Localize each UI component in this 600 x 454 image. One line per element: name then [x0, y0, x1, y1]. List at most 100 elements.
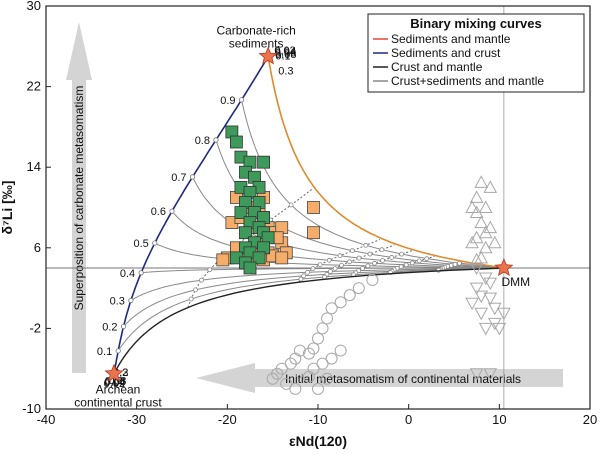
sc-marker: [115, 348, 121, 354]
open-triangle-down-point: [483, 292, 498, 306]
sc-marker: [169, 208, 175, 214]
sed-crust-fraction-label: 0.7: [171, 172, 186, 184]
y-axis-title: δ⁷Li [‰]: [0, 181, 15, 235]
crust-label-line1: Archean: [96, 383, 141, 397]
x-tick-label: -40: [37, 412, 56, 427]
dmm-star: [494, 257, 514, 277]
sed-mantle-fraction-label: 0.02: [274, 45, 295, 57]
node-marker: [403, 262, 409, 268]
open-circle-point: [334, 296, 347, 309]
open-triangle-up-point: [474, 215, 489, 229]
node-marker: [389, 255, 395, 260]
open-circle-point: [307, 362, 320, 375]
y-tick-label: 22: [27, 79, 41, 94]
sed-crust-fraction-label: 0.9: [220, 95, 235, 107]
open-triangle-down-point: [474, 290, 489, 304]
mixing-line-2: [192, 176, 504, 269]
legend-entry-label: Crust and mantle: [391, 60, 483, 74]
node-marker: [380, 258, 385, 263]
node-marker: [310, 266, 316, 271]
open-circle-point: [266, 372, 279, 385]
crust-label-line2: continental crust: [74, 396, 162, 410]
open-circle-point: [343, 289, 356, 302]
open-triangle-down-point: [469, 368, 484, 381]
node-marker: [356, 255, 362, 261]
orange-square-point: [307, 226, 320, 240]
node-marker: [363, 242, 369, 248]
sc-marker: [213, 137, 219, 143]
x-tick-label: -30: [127, 412, 146, 427]
sc-marker: [238, 97, 245, 103]
node-marker: [305, 269, 310, 275]
node-marker: [327, 269, 333, 274]
open-triangle-up-point: [469, 190, 484, 203]
legend-entry-label: Crust+sediments and mantle: [391, 74, 544, 88]
mixing-line-4: [154, 242, 504, 269]
node-marker: [349, 248, 355, 254]
sc-marker: [128, 297, 134, 304]
open-circle-point: [366, 274, 379, 287]
open-triangle-up-point: [483, 180, 498, 193]
sed-crust-fraction-label: 0.8: [195, 135, 210, 147]
node-marker: [360, 265, 365, 271]
y-tick-label: -2: [29, 320, 41, 335]
sed-crust-fraction-label: 0.6: [151, 206, 166, 218]
open-triangle-up-point: [469, 252, 484, 266]
sed-mantle-fraction-label: 0.3: [278, 66, 293, 78]
node-marker: [372, 260, 377, 266]
arrow-up-shaft: [72, 78, 86, 373]
arrow-up-head: [66, 22, 92, 80]
open-triangle-up-point: [478, 200, 493, 213]
arrow-left-head: [196, 363, 255, 393]
node-marker: [322, 274, 327, 280]
x-tick-label: 20: [583, 412, 597, 427]
sc-marker: [120, 323, 127, 330]
crust-mantle-line: [113, 267, 504, 375]
arrow-left-label: Initial metasomatism of continental mate…: [285, 372, 521, 386]
open-triangle-down-point: [497, 307, 511, 321]
open-circle-point: [312, 382, 324, 395]
green-square-point: [252, 251, 266, 265]
dmm-label: DMM: [502, 275, 531, 289]
open-circle-point: [325, 352, 338, 365]
sediments-label-line2: sediments: [229, 36, 284, 50]
node-marker: [298, 276, 304, 282]
mixing-line-7: [123, 267, 504, 327]
legend-entry-label: Sediments and crust: [391, 46, 501, 60]
legend-entry-label: Sediments and mantle: [391, 32, 511, 46]
open-circle-point: [289, 382, 302, 395]
sed-mantle-fraction-label: 0.08: [275, 49, 296, 61]
mixing-curves-layer: [113, 55, 505, 375]
x-tick-label: -10: [309, 412, 328, 427]
sediments-mantle-curve: [267, 56, 505, 269]
open-triangle-up-point: [469, 230, 484, 244]
data-points-layer: [216, 125, 511, 395]
node-marker: [379, 247, 385, 253]
y-tick-label: 30: [27, 0, 41, 13]
sed-crust-fraction-label: 0.2: [102, 321, 117, 333]
open-triangle-up-point: [483, 220, 498, 234]
green-square-point: [239, 226, 252, 240]
open-triangle-down-point: [465, 297, 479, 311]
arrow-up-label: Superposition of carbonate metasomatism: [72, 86, 86, 311]
node-marker: [193, 287, 198, 293]
node-marker: [416, 258, 422, 264]
sed-crust-fraction-label: 0.4: [120, 268, 135, 280]
legend-box: [367, 13, 585, 93]
open-triangle-down-point: [474, 307, 489, 321]
open-triangle-down-point: [483, 277, 498, 291]
legend-title: Binary mixing curves: [410, 16, 542, 31]
node-marker: [301, 273, 307, 279]
open-triangle-down-point: [469, 262, 484, 275]
node-marker: [456, 260, 462, 266]
node-marker: [317, 262, 323, 267]
node-marker: [288, 202, 294, 208]
crust-star: [104, 363, 124, 382]
sediments-label-line1: Carbonate-rich: [216, 23, 295, 37]
open-triangle-up-point: [474, 175, 489, 188]
node-marker: [452, 261, 458, 267]
mixing-line-0: [241, 99, 504, 269]
